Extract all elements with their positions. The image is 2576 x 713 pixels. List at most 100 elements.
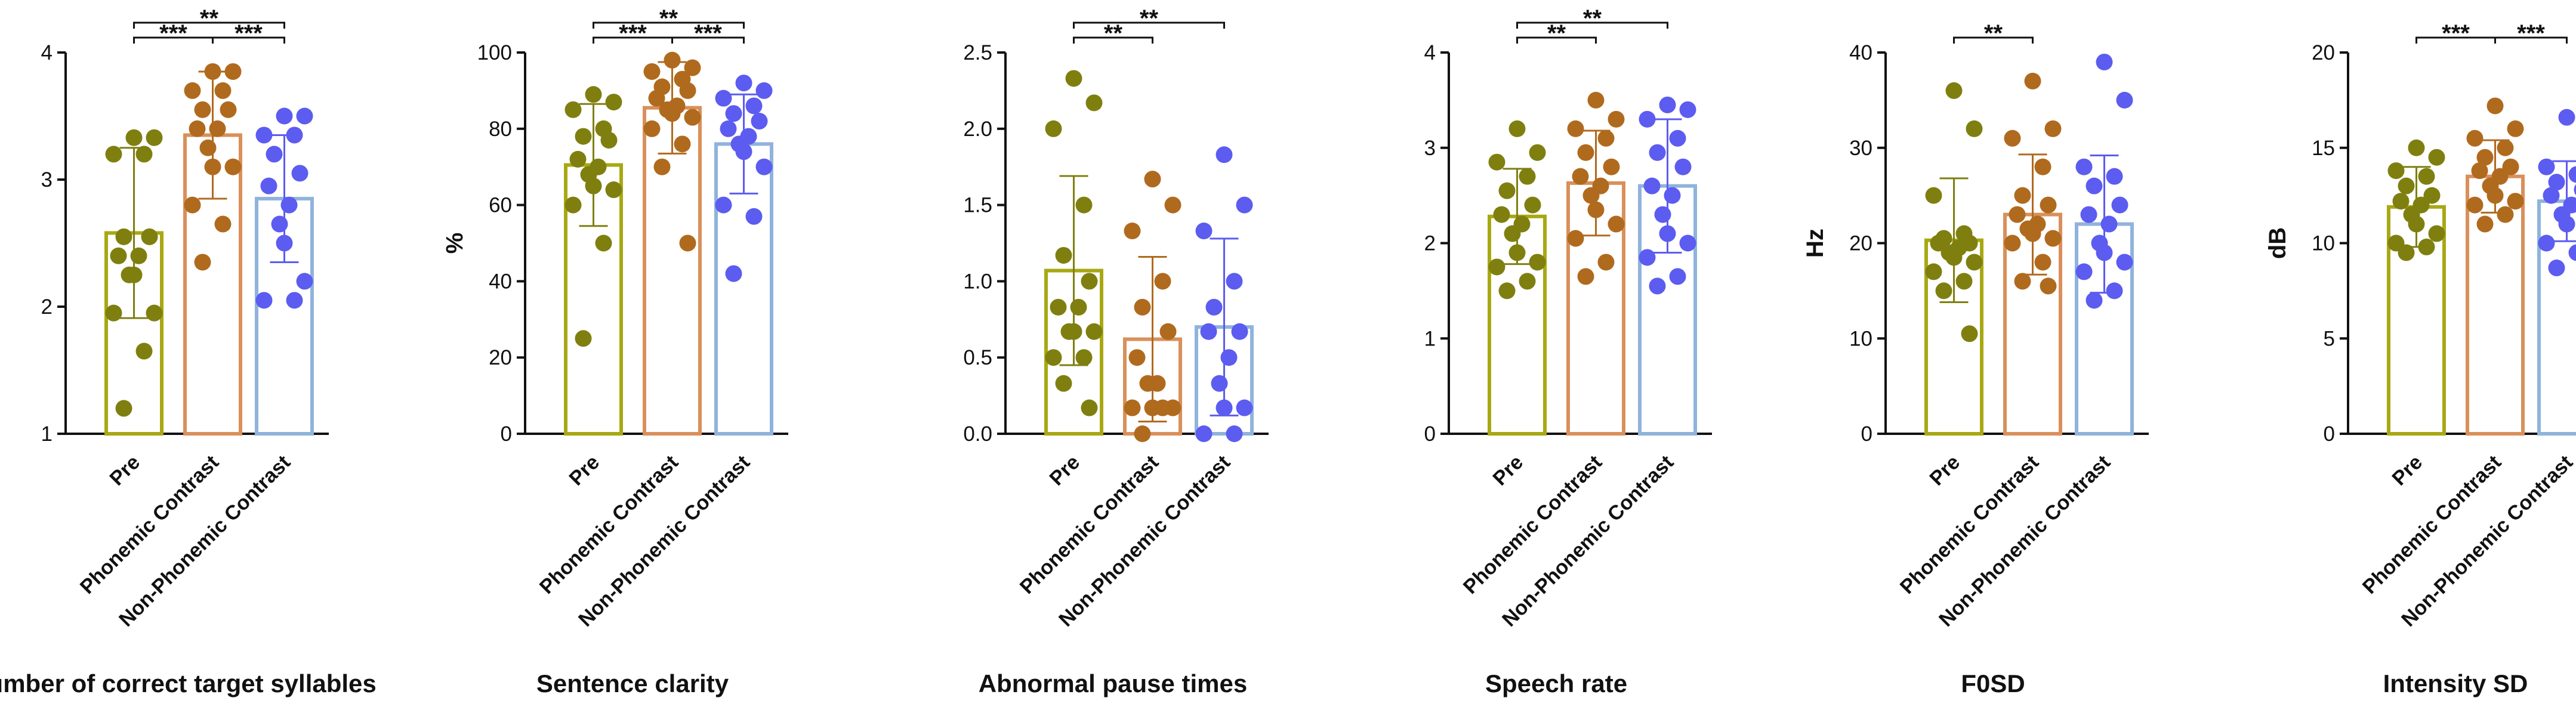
data-point — [1154, 399, 1171, 416]
significance-label: *** — [694, 20, 722, 47]
data-point — [214, 82, 232, 99]
data-point — [1639, 249, 1656, 266]
data-point — [1128, 349, 1146, 366]
data-point — [2476, 215, 2494, 233]
data-point — [1659, 96, 1676, 113]
data-point — [1065, 70, 1082, 87]
data-point — [271, 215, 288, 233]
data-point — [2408, 139, 2425, 156]
significance-bracket — [1073, 36, 1153, 44]
data-point — [1085, 94, 1103, 112]
data-point — [1966, 254, 1983, 271]
y-tick-label: 3 — [41, 168, 53, 192]
significance-bracket — [133, 21, 285, 29]
data-point — [224, 158, 242, 175]
data-point — [296, 273, 313, 290]
data-point — [260, 177, 277, 195]
data-point — [1603, 158, 1620, 175]
y-tick-label: 2.0 — [963, 118, 992, 141]
data-point — [110, 247, 127, 264]
data-point — [1643, 177, 1661, 195]
significance-label: *** — [159, 20, 187, 47]
data-point — [224, 63, 242, 80]
data-point — [2106, 168, 2123, 185]
data-point — [2014, 273, 2031, 290]
data-point — [745, 97, 763, 115]
data-point — [745, 208, 763, 225]
data-point — [1669, 268, 1686, 285]
chart-title: Intensity SD — [2383, 669, 2528, 697]
y-axis-label: dB — [2265, 227, 2291, 259]
data-point — [725, 105, 742, 122]
data-point — [276, 234, 293, 252]
data-point — [115, 400, 132, 417]
data-point — [2004, 234, 2021, 252]
y-tick-label: 5 — [2324, 327, 2335, 350]
data-point — [1519, 168, 1536, 185]
data-point — [2096, 244, 2113, 261]
data-point — [1215, 399, 1233, 416]
data-point — [643, 120, 661, 137]
y-tick-label: 1.0 — [963, 270, 992, 293]
data-point — [605, 181, 622, 199]
data-point — [2502, 158, 2519, 175]
data-point — [2009, 206, 2026, 223]
data-point — [1659, 225, 1676, 242]
data-point — [575, 128, 592, 145]
data-point — [1488, 258, 1506, 276]
y-tick-label: 0.0 — [963, 422, 992, 446]
data-point — [679, 234, 696, 252]
data-point — [2548, 174, 2565, 191]
data-point — [2111, 196, 2128, 214]
y-axis-label: Hz — [1802, 229, 1828, 258]
data-point — [2497, 206, 2514, 223]
data-point — [2408, 215, 2425, 233]
data-point — [2558, 215, 2575, 233]
data-point — [266, 146, 283, 163]
data-point — [1508, 120, 1526, 137]
y-tick-label: 100 — [477, 41, 512, 64]
data-point — [1493, 206, 1510, 223]
data-point — [575, 330, 592, 347]
significance-bracket — [1516, 36, 1597, 44]
data-point — [286, 126, 303, 144]
data-point — [1961, 325, 1978, 342]
data-point — [2507, 193, 2524, 210]
chart-title: Number of correct target syllables — [0, 669, 377, 697]
data-point — [2044, 230, 2062, 247]
data-point — [296, 107, 313, 125]
data-point — [141, 228, 158, 245]
data-point — [1577, 268, 1594, 285]
data-point — [1608, 110, 1625, 128]
category-label: Phonemic Contrast — [1016, 451, 1163, 598]
data-point — [755, 158, 773, 175]
category-label: Phonemic Contrast — [1459, 451, 1606, 598]
data-point — [1608, 215, 1625, 233]
data-point — [1081, 273, 1098, 290]
data-point — [1567, 230, 1584, 247]
data-point — [2548, 260, 2565, 277]
data-point — [1519, 273, 1536, 290]
data-point — [1200, 323, 1217, 340]
data-point — [1669, 129, 1686, 147]
significance-label: ** — [200, 5, 219, 32]
data-point — [2075, 158, 2093, 175]
data-point — [600, 131, 618, 149]
bar-2 — [643, 106, 702, 436]
significance-bracket — [1953, 36, 2034, 44]
data-point — [1134, 425, 1151, 442]
category-label: Pre — [1045, 451, 1085, 490]
y-tick-label: 40 — [489, 270, 512, 293]
data-point — [2034, 254, 2051, 271]
data-point — [2418, 168, 2435, 185]
data-point — [2398, 244, 2415, 261]
y-tick-label: 4 — [41, 41, 53, 64]
data-point — [2486, 97, 2504, 115]
y-tick-label: 10 — [2312, 232, 2335, 255]
y-tick-label: 20 — [489, 346, 512, 369]
y-tick-label: 15 — [2312, 137, 2335, 160]
data-point — [605, 94, 622, 111]
y-tick-label: 4 — [1424, 41, 1436, 64]
